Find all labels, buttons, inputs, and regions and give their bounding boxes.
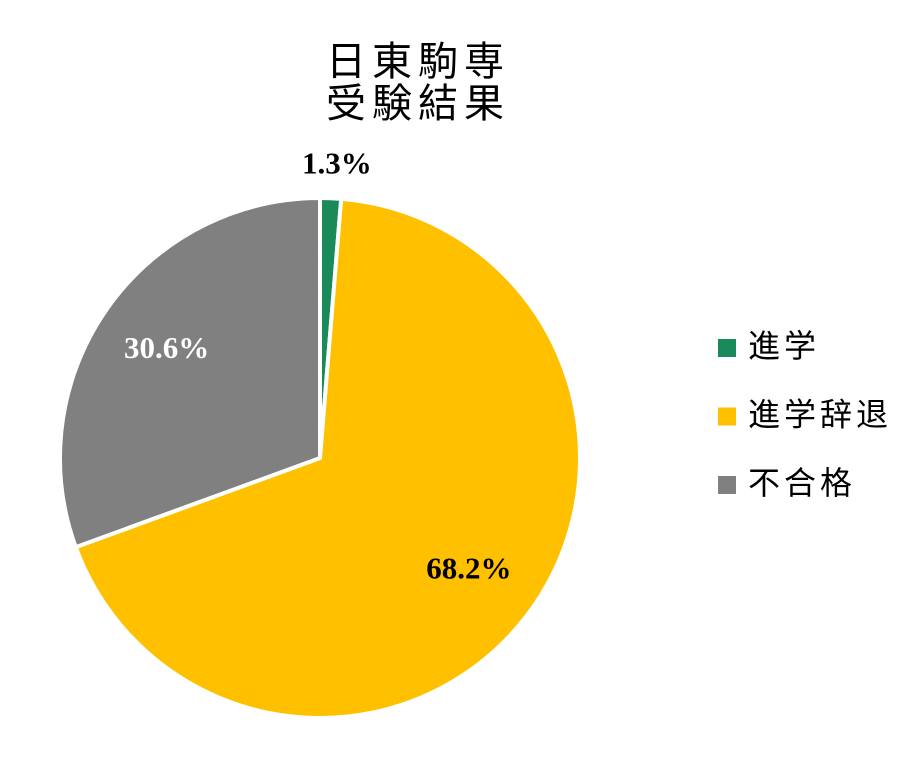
data-label: 30.6% — [124, 330, 209, 365]
data-label: 68.2% — [426, 551, 511, 586]
legend-swatch — [718, 407, 736, 426]
chart-title: 受験結果 — [326, 81, 510, 127]
pie-slice — [58, 196, 322, 550]
legend-label: 不合格 — [748, 464, 856, 502]
pie-slice — [73, 196, 582, 720]
legend-label: 進学 — [748, 327, 820, 365]
data-label: 1.3% — [302, 145, 372, 180]
legend-swatch — [718, 476, 736, 494]
chart-title: 日東駒専 — [326, 39, 510, 85]
legend-label: 進学辞退 — [748, 396, 892, 434]
legend-swatch — [718, 339, 736, 357]
